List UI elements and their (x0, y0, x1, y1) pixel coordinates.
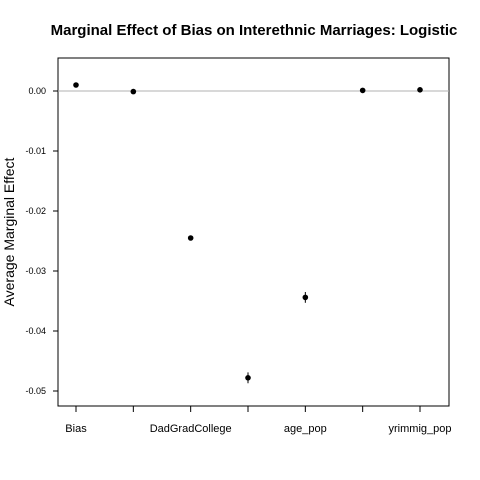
data-point (187, 235, 194, 241)
y-tick-label: -0.01 (25, 146, 46, 156)
x-tick-label: DadGradCollege (150, 423, 232, 435)
data-point (302, 294, 309, 301)
data-point (73, 82, 79, 88)
y-tick-label: 0.00 (28, 86, 46, 96)
x-tick-label: age_pop (284, 423, 327, 435)
y-tick-label: -0.03 (25, 266, 46, 276)
chart-title: Marginal Effect of Bias on Interethnic M… (51, 22, 458, 39)
y-tick-label: -0.05 (25, 386, 46, 396)
y-axis: 0.00 -0.01 -0.02 -0.03 -0.04 -0.05 (25, 86, 58, 396)
x-axis: Bias DadGradCollege age_pop yrimmig_pop (65, 406, 451, 435)
y-axis-label: Average Marginal Effect (1, 157, 17, 306)
y-tick-label: -0.02 (25, 206, 46, 216)
data-point (245, 375, 251, 381)
plot-frame (57, 57, 450, 407)
y-tick-label: -0.04 (25, 326, 46, 336)
data-points (73, 82, 423, 384)
x-tick-label: yrimmig_pop (389, 423, 452, 435)
data-point (359, 87, 366, 94)
data-point (130, 88, 137, 95)
data-point (417, 87, 423, 93)
x-tick-label: Bias (65, 423, 87, 435)
